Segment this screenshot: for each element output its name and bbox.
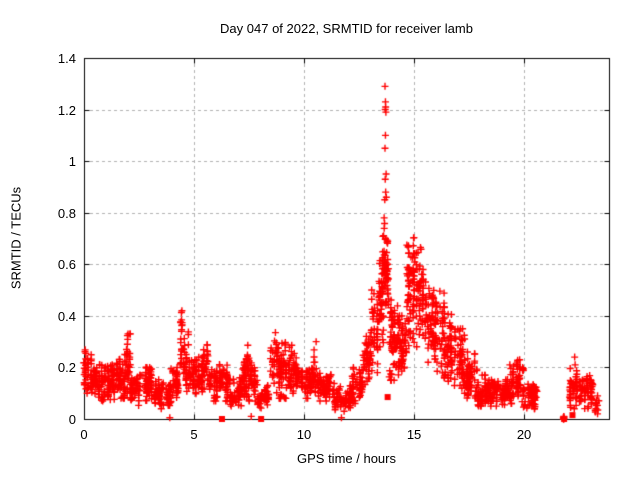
y-tick-label: 1.4: [57, 51, 76, 66]
y-tick-label: 0.2: [57, 360, 76, 376]
y-axis-title: SRMTID / TECUs: [8, 186, 24, 290]
y-tick-label: 0.8: [57, 205, 76, 221]
y-tick-label: 1.2: [57, 102, 76, 118]
y-tick-label: 0.6: [57, 257, 76, 273]
y-tick-label: 0: [68, 412, 76, 427]
chart-title: Day 047 of 2022, SRMTID for receiver lam…: [220, 21, 473, 36]
x-tick-label: 15: [406, 427, 422, 442]
x-tick-label: 10: [296, 427, 312, 442]
x-tick-label: 0: [80, 427, 88, 442]
y-tick-label: 0.4: [57, 308, 76, 324]
y-tick-label: 1: [68, 154, 76, 170]
x-tick-label: 5: [190, 427, 198, 442]
x-tick-label: 20: [516, 427, 532, 442]
x-axis-title: GPS time / hours: [297, 451, 396, 466]
